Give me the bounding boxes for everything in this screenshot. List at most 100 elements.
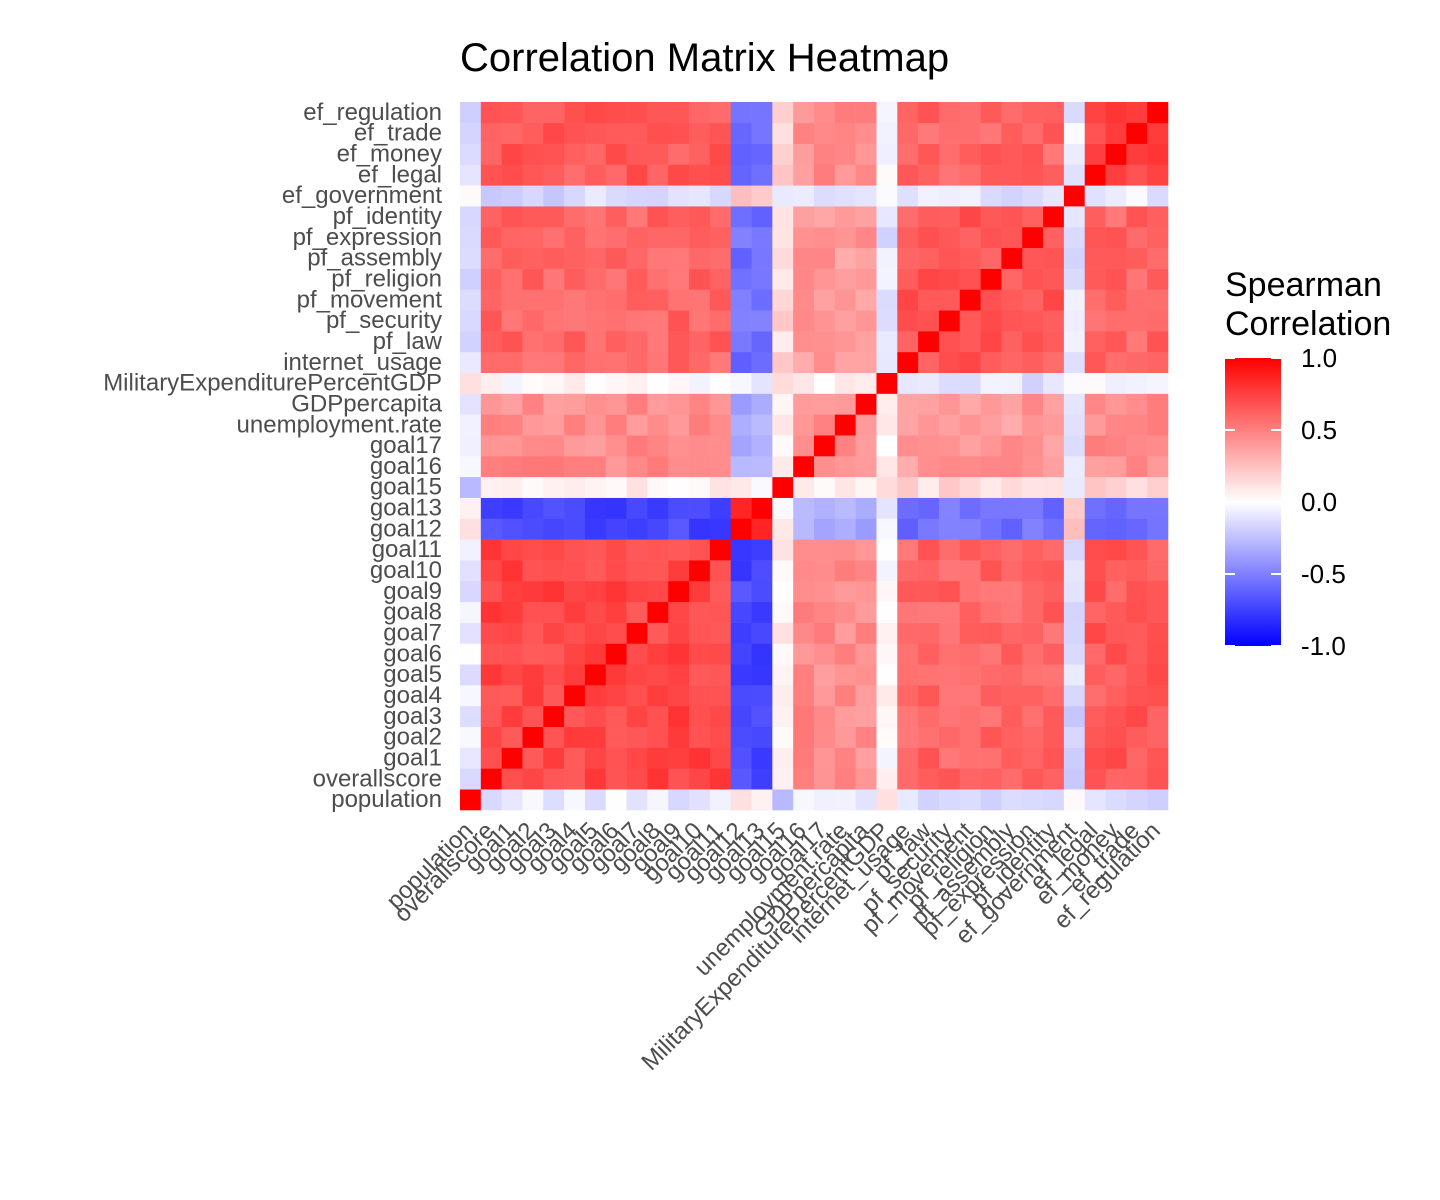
heatmap-cell — [626, 435, 648, 457]
heatmap-cell — [1001, 247, 1023, 269]
y-tick-label: goal9 — [383, 578, 442, 605]
heatmap-cell — [1063, 456, 1085, 478]
heatmap-cell — [897, 685, 919, 707]
heatmap-cell — [814, 643, 836, 665]
heatmap-cell — [1001, 351, 1023, 373]
heatmap-cell — [1022, 622, 1044, 644]
heatmap-cell — [564, 289, 586, 311]
heatmap-cell — [876, 122, 898, 144]
heatmap-cell — [730, 393, 752, 415]
heatmap-cell — [772, 497, 794, 519]
heatmap-cell — [730, 518, 752, 540]
heatmap-cell — [1126, 560, 1148, 582]
heatmap-cell — [1126, 247, 1148, 269]
heatmap-cell — [814, 768, 836, 790]
heatmap-cell — [938, 226, 961, 249]
heatmap-cell — [918, 789, 940, 811]
heatmap-cell — [584, 289, 607, 311]
heatmap-cell — [938, 560, 961, 582]
heatmap-cell — [772, 789, 794, 811]
heatmap-cell — [938, 393, 961, 415]
heatmap-cell — [876, 560, 898, 582]
heatmap-cell — [1022, 102, 1044, 124]
heatmap-cell — [855, 226, 877, 249]
heatmap-cell — [918, 351, 940, 373]
heatmap-cell — [522, 289, 544, 311]
heatmap-cell — [668, 685, 690, 707]
heatmap-cell — [689, 747, 711, 769]
heatmap-cell — [876, 102, 898, 124]
heatmap-cell — [605, 393, 627, 415]
heatmap-cell — [1063, 247, 1085, 269]
heatmap-cell — [605, 601, 627, 623]
heatmap-cell — [584, 476, 607, 498]
heatmap-cell — [793, 789, 815, 811]
heatmap-cell — [1105, 497, 1127, 519]
heatmap-cell — [564, 685, 586, 707]
heatmap-cell — [1147, 580, 1169, 603]
y-tick-label: goal17 — [370, 432, 442, 459]
heatmap-cell — [730, 289, 752, 311]
heatmap-cell — [689, 435, 711, 457]
heatmap-cell — [980, 247, 1002, 269]
heatmap-cell — [938, 289, 961, 311]
heatmap-cell — [814, 372, 836, 394]
heatmap-cell — [1147, 747, 1169, 769]
heatmap-cell — [1001, 601, 1023, 623]
heatmap-cell — [938, 685, 961, 707]
heatmap-cell — [772, 393, 794, 415]
heatmap-cell — [709, 414, 731, 436]
heatmap-cell — [480, 164, 502, 186]
heatmap-cell — [1147, 664, 1169, 686]
heatmap-cell — [564, 331, 586, 353]
y-tick-label: pf_security — [326, 307, 442, 334]
heatmap-cell — [959, 164, 981, 186]
heatmap-cell — [1147, 726, 1169, 748]
heatmap-cell — [668, 226, 690, 249]
heatmap-cell — [460, 435, 482, 457]
heatmap-cell — [1001, 768, 1023, 790]
heatmap-cell — [626, 102, 648, 124]
heatmap-cell — [980, 185, 1002, 207]
heatmap-cell — [793, 289, 815, 311]
heatmap-cell — [626, 122, 648, 144]
heatmap-cell — [918, 143, 940, 165]
y-tick-label: pf_law — [373, 328, 443, 355]
heatmap-cell — [522, 102, 544, 124]
heatmap-cell — [480, 122, 502, 144]
heatmap-cell — [647, 226, 669, 249]
heatmap-cell — [605, 456, 627, 478]
heatmap-cell — [709, 705, 731, 727]
heatmap-cell — [647, 560, 669, 582]
heatmap-cell — [1084, 289, 1106, 311]
heatmap-cell — [1063, 518, 1085, 540]
heatmap-cell — [793, 414, 815, 436]
heatmap-cell — [1126, 768, 1148, 790]
heatmap-cell — [626, 143, 648, 165]
heatmap-cell — [480, 622, 502, 644]
heatmap-cell — [980, 102, 1002, 124]
heatmap-cell — [1105, 747, 1127, 769]
heatmap-cell — [918, 414, 940, 436]
heatmap-cell — [543, 122, 565, 144]
heatmap-cell — [980, 518, 1002, 540]
heatmap-cell — [480, 310, 502, 332]
heatmap-cell — [897, 560, 919, 582]
heatmap-cell — [543, 476, 565, 498]
heatmap-cell — [772, 102, 794, 124]
heatmap-cell — [480, 289, 502, 311]
heatmap-cell — [709, 247, 731, 269]
heatmap-cell — [668, 331, 690, 353]
heatmap-cell — [668, 580, 690, 603]
heatmap-cell — [876, 414, 898, 436]
heatmap-cell — [1147, 518, 1169, 540]
heatmap-cell — [689, 726, 711, 748]
heatmap-cell — [1001, 372, 1023, 394]
heatmap-cell — [626, 185, 648, 207]
heatmap-cell — [522, 414, 544, 436]
heatmap-cell — [751, 206, 773, 228]
heatmap-cell — [876, 310, 898, 332]
heatmap-cell — [772, 247, 794, 269]
heatmap-cell — [834, 580, 856, 603]
heatmap-cell — [814, 289, 836, 311]
